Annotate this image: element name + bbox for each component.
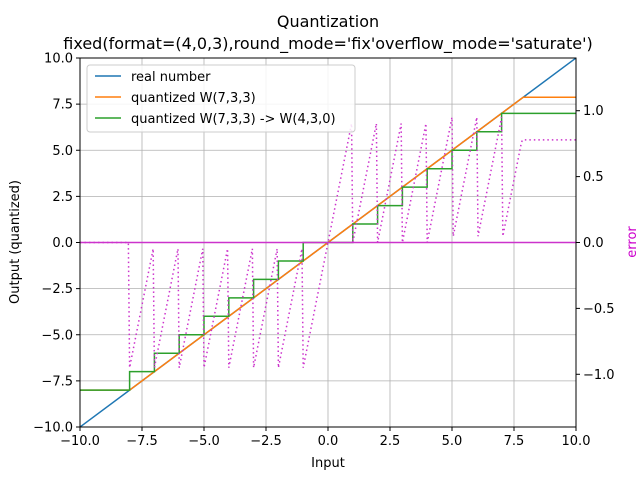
y-tick-label: −7.5	[41, 374, 73, 389]
x-tick-label: −5.0	[188, 434, 220, 449]
series-group	[80, 58, 576, 427]
x-tick-label: 5.0	[442, 434, 463, 449]
legend-label-real: real number	[131, 70, 211, 85]
y2-tick-label: 0.5	[583, 170, 604, 185]
series-quantized-integer	[80, 112, 576, 391]
x-tick-label: −2.5	[250, 434, 282, 449]
y-tick-label: 0.0	[52, 236, 73, 251]
y-tick-label: −5.0	[41, 328, 73, 343]
x-tick-label: 0.0	[318, 434, 339, 449]
y2-tick-label: −1.0	[583, 368, 615, 383]
y2-axis-label: error	[625, 226, 640, 258]
y-tick-label: 10.0	[44, 52, 73, 67]
y2-tick-label: 1.0	[583, 104, 604, 119]
chart-title: Quantization	[277, 12, 379, 31]
y2-tick-label: −0.5	[583, 302, 615, 317]
x-tick-label: −10.0	[60, 434, 100, 449]
x-tick-label: 2.5	[380, 434, 401, 449]
y-axis-right: −1.0 −0.5 0.0 0.5 1.0	[576, 104, 615, 383]
y-tick-label: 7.5	[52, 98, 73, 113]
legend-label-quantized: quantized W(7,3,3)	[131, 91, 256, 106]
legend-label-requantized: quantized W(7,3,3) -> W(4,3,0)	[131, 112, 336, 127]
x-tick-label: −7.5	[126, 434, 158, 449]
y2-tick-label: 0.0	[583, 236, 604, 251]
x-tick-label: 10.0	[562, 434, 591, 449]
x-axis-label: Input	[311, 456, 345, 471]
y-axis-label: Output (quantized)	[8, 180, 23, 304]
y-tick-label: 5.0	[52, 144, 73, 159]
x-axis: −10.0 −7.5 −5.0 −2.5 0.0 2.5 5.0 7.5 10.0	[60, 427, 590, 449]
x-tick-label: 7.5	[504, 434, 525, 449]
chart-subtitle: fixed(format=(4,0,3),round_mode='fix'ove…	[63, 34, 592, 54]
legend: real number quantized W(7,3,3) quantized…	[86, 64, 356, 133]
y-tick-label: −10.0	[33, 421, 73, 436]
y-tick-label: −2.5	[41, 282, 73, 297]
legend-box	[86, 64, 356, 133]
y-tick-label: 2.5	[52, 190, 73, 205]
y-axis-left: −10.0 −7.5 −5.0 −2.5 0.0 2.5 5.0 7.5 10.0	[33, 52, 80, 436]
plot-area	[80, 58, 576, 427]
